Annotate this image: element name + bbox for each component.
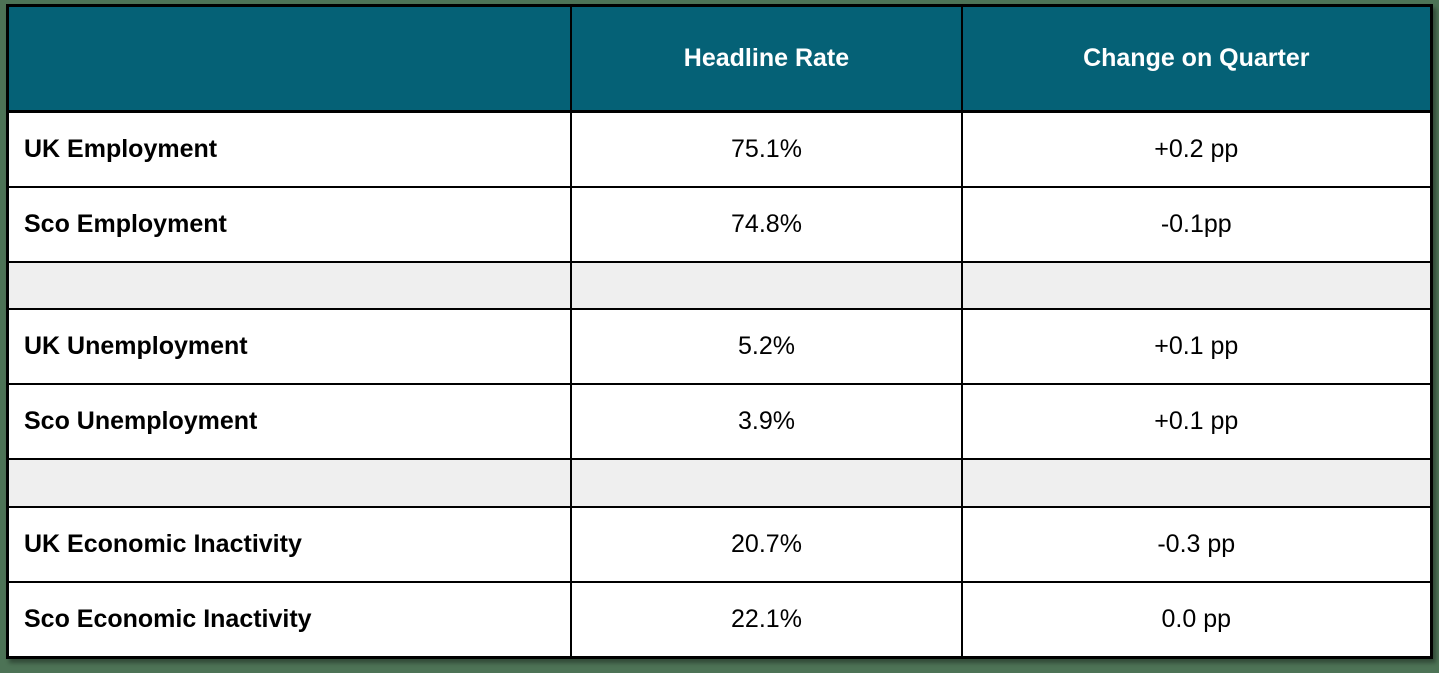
table-row-uk-unemployment: UK Unemployment 5.2% +0.1 pp (6, 308, 1433, 386)
spacer-cell (960, 458, 1433, 509)
change-on-quarter-value: +0.1 pp (960, 308, 1433, 386)
table-row-sco-unemployment: Sco Unemployment 3.9% +0.1 pp (6, 383, 1433, 461)
spacer-row (6, 260, 1433, 311)
row-label: UK Employment (6, 110, 573, 188)
header-cell-empty (6, 4, 573, 113)
spacer-cell (6, 260, 573, 311)
change-on-quarter-value: +0.1 pp (960, 383, 1433, 461)
change-on-quarter-value: -0.1pp (960, 185, 1433, 263)
header-cell-change-on-quarter: Change on Quarter (960, 4, 1433, 113)
table-row-sco-employment: Sco Employment 74.8% -0.1pp (6, 185, 1433, 263)
spacer-cell (960, 260, 1433, 311)
headline-rate-value: 3.9% (570, 383, 963, 461)
headline-rate-value: 5.2% (570, 308, 963, 386)
spacer-cell (6, 458, 573, 509)
change-on-quarter-value: 0.0 pp (960, 581, 1433, 659)
table-row-uk-economic-inactivity: UK Economic Inactivity 20.7% -0.3 pp (6, 506, 1433, 584)
row-label: Sco Unemployment (6, 383, 573, 461)
row-label: Sco Economic Inactivity (6, 581, 573, 659)
header-cell-headline-rate: Headline Rate (570, 4, 963, 113)
table-row-uk-employment: UK Employment 75.1% +0.2 pp (6, 110, 1433, 188)
change-on-quarter-value: +0.2 pp (960, 110, 1433, 188)
labour-market-stats-table: Headline Rate Change on Quarter UK Emplo… (6, 4, 1433, 659)
header-row: Headline Rate Change on Quarter (6, 4, 1433, 113)
headline-rate-value: 20.7% (570, 506, 963, 584)
headline-rate-value: 75.1% (570, 110, 963, 188)
headline-rate-value: 22.1% (570, 581, 963, 659)
row-label: UK Unemployment (6, 308, 573, 386)
change-on-quarter-value: -0.3 pp (960, 506, 1433, 584)
spacer-row (6, 458, 1433, 509)
table-row-sco-economic-inactivity: Sco Economic Inactivity 22.1% 0.0 pp (6, 581, 1433, 659)
headline-rate-value: 74.8% (570, 185, 963, 263)
row-label: Sco Employment (6, 185, 573, 263)
row-label: UK Economic Inactivity (6, 506, 573, 584)
spacer-cell (570, 458, 963, 509)
spacer-cell (570, 260, 963, 311)
